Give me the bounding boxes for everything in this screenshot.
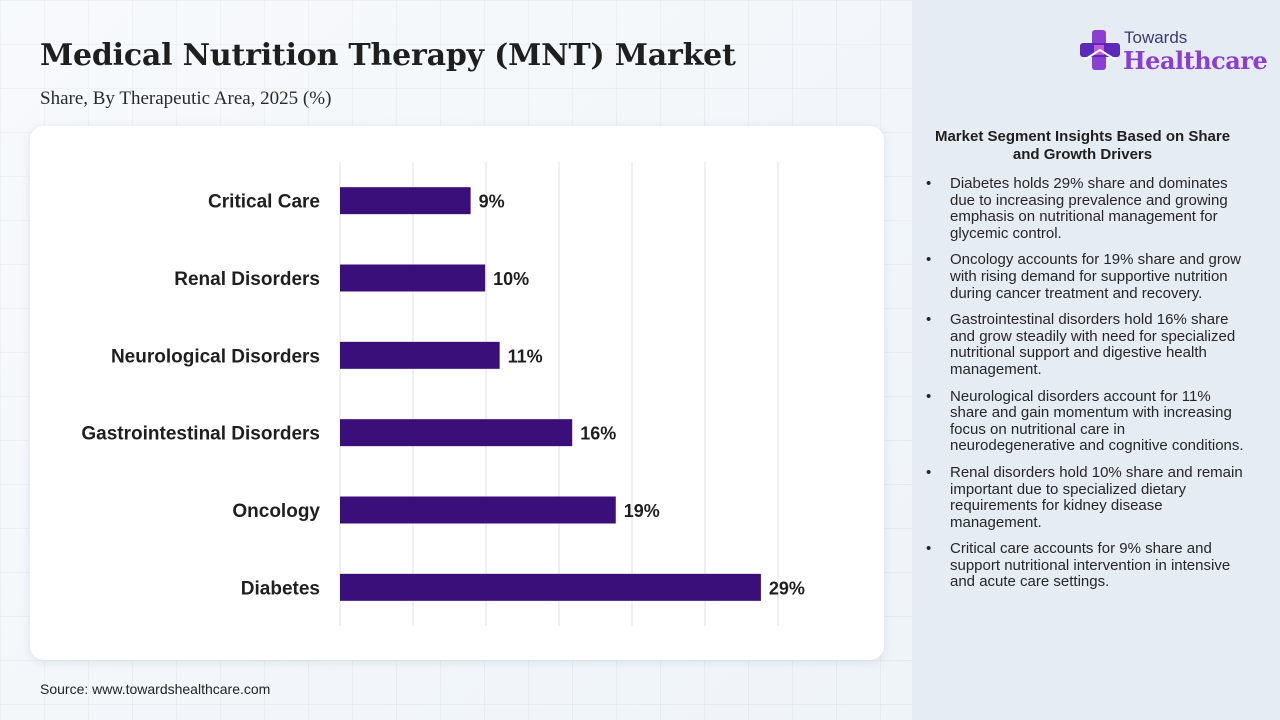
bar-chart: Critical Care 9% Renal Disorders 10% Neurolo… bbox=[81, 162, 805, 626]
insight-item: Neurological disorders account for 11% s… bbox=[924, 388, 1244, 455]
insight-item: Diabetes holds 29% share and dominates d… bbox=[924, 175, 1244, 242]
category-label: Diabetes bbox=[241, 578, 320, 599]
insight-item: Gastrointestinal disorders hold 16% shar… bbox=[924, 311, 1244, 378]
insight-item: Critical care accounts for 9% share and … bbox=[924, 541, 1244, 591]
page-title: Medical Nutrition Therapy (MNT) Market bbox=[40, 38, 736, 73]
category-label: Critical Care bbox=[208, 192, 320, 213]
logo-cross-icon bbox=[1080, 30, 1120, 70]
category-label: Oncology bbox=[232, 501, 320, 522]
data-label: 9% bbox=[479, 192, 505, 212]
data-label: 11% bbox=[508, 346, 543, 366]
category-label: Gastrointestinal Disorders bbox=[81, 424, 320, 445]
source-note: Source: www.towardshealthcare.com bbox=[40, 681, 271, 697]
insights-list: Diabetes holds 29% share and dominates d… bbox=[924, 175, 1244, 601]
bar bbox=[340, 496, 616, 524]
bar bbox=[340, 187, 471, 215]
data-label: 19% bbox=[624, 501, 660, 521]
data-label: 16% bbox=[580, 424, 616, 444]
bar bbox=[340, 264, 486, 292]
logo-text-healthcare: Healthcare bbox=[1123, 46, 1268, 75]
bar bbox=[340, 419, 573, 447]
page-subtitle: Share, By Therapeutic Area, 2025 (%) bbox=[40, 88, 332, 109]
category-label: Renal Disorders bbox=[174, 269, 320, 290]
data-label: 10% bbox=[493, 269, 529, 289]
data-label: 29% bbox=[769, 578, 805, 598]
insight-item: Renal disorders hold 10% share and remai… bbox=[924, 464, 1244, 531]
insights-title: Market Segment Insights Based on Share a… bbox=[934, 128, 1231, 163]
logo-text-towards: Towards bbox=[1124, 28, 1188, 47]
category-label: Neurological Disorders bbox=[111, 346, 320, 367]
chart-card: Critical Care 9% Renal Disorders 10% Neurolo… bbox=[30, 126, 884, 660]
bar bbox=[340, 573, 761, 601]
insight-item: Oncology accounts for 19% share and grow… bbox=[924, 252, 1244, 302]
bar bbox=[340, 341, 500, 369]
